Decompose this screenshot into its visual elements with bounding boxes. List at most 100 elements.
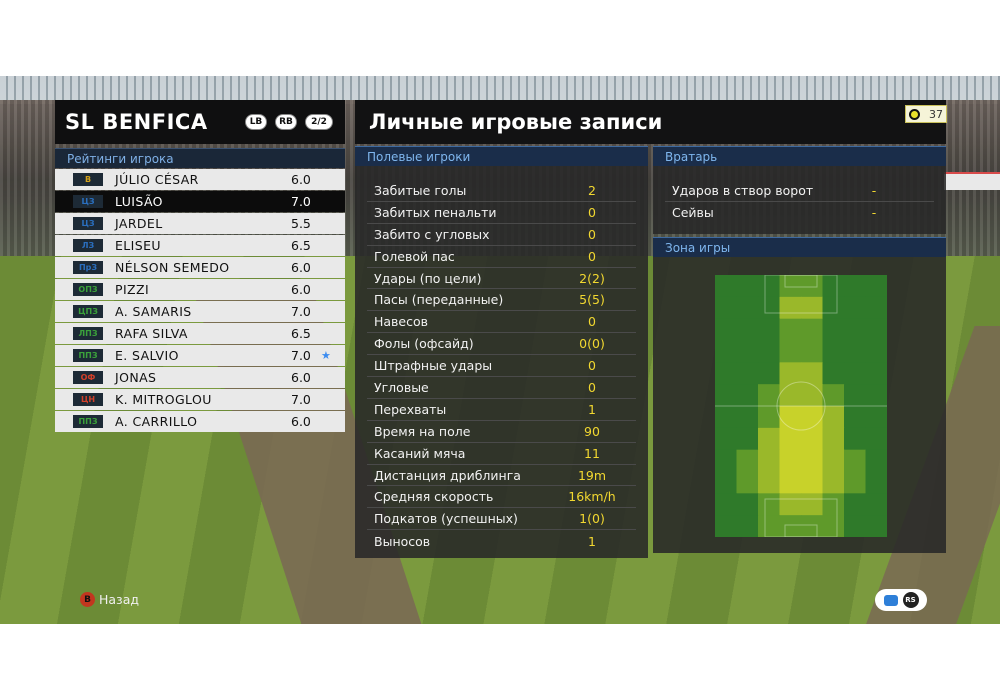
stat-row: Выносов 1: [367, 530, 636, 552]
position-badge: В: [73, 173, 103, 186]
player-rating: 7.0: [291, 304, 311, 319]
heatmap-cell: [865, 427, 887, 451]
player-rating: 7.0: [291, 392, 311, 407]
heatmap-cell: [779, 275, 802, 298]
stat-row: Забито с угловых 0: [367, 224, 636, 246]
position-badge: ПрЗ: [73, 261, 103, 274]
player-row[interactable]: ППЗ E. SALVIO 7.0 ★: [55, 345, 345, 366]
heatmap-cell: [844, 493, 866, 516]
position-badge: ППЗ: [73, 415, 103, 428]
player-row[interactable]: ЦН K. MITROGLOU 7.0: [55, 389, 345, 410]
rb-button[interactable]: RB: [275, 114, 297, 130]
stat-label: Фолы (офсайд): [374, 336, 474, 352]
player-row[interactable]: В JÚLIO CÉSAR 6.0: [55, 169, 345, 190]
chat-icon[interactable]: [883, 594, 898, 606]
lb-button[interactable]: LB: [245, 114, 267, 130]
stat-value: 16km/h: [568, 489, 616, 505]
heatmap-cell: [822, 406, 845, 429]
stat-label: Касаний мяча: [374, 445, 466, 461]
player-row[interactable]: ППЗ A. CARRILLO 6.0: [55, 411, 345, 432]
stat-value: 0: [588, 314, 596, 330]
heatmap-cell: [865, 449, 887, 472]
heatmap-cell: [865, 493, 887, 516]
heatmap-cell: [779, 340, 802, 363]
heatmap-cell: [758, 296, 780, 320]
heatmap-cell: [715, 449, 737, 472]
player-row[interactable]: ЛПЗ RAFA SILVA 6.5: [55, 323, 345, 344]
page-indicator: 2/2: [305, 114, 333, 130]
player-row[interactable]: ЦЗ JARDEL 5.5: [55, 213, 345, 234]
heatmap-cell: [758, 406, 780, 429]
stat-label: Штрафные удары: [374, 358, 493, 374]
stat-row: Ударов в створ ворот -: [665, 180, 934, 202]
stat-value: 0: [588, 379, 596, 395]
players-section-title: Рейтинги игрока: [55, 148, 345, 168]
player-row[interactable]: ПрЗ NÉLSON SEMEDO 6.0: [55, 257, 345, 278]
heatmap-cell: [844, 318, 866, 341]
heatmap-cell: [736, 318, 759, 341]
heatmap-cell: [801, 471, 823, 494]
player-name: ELISEU: [115, 238, 161, 253]
stat-label: Выносов: [374, 533, 431, 549]
back-label: Назад: [99, 592, 140, 607]
heatmap-cell: [715, 340, 737, 363]
stat-value: 0: [588, 248, 596, 264]
stat-row: Касаний мяча 11: [367, 443, 636, 465]
heatmap-cell: [758, 384, 780, 407]
heatmap-cell: [822, 362, 845, 385]
player-row[interactable]: ОПЗ PIZZI 6.0: [55, 279, 345, 300]
stat-label: Угловые: [374, 379, 429, 395]
heatmap-cell: [801, 275, 823, 298]
player-name: E. SALVIO: [115, 348, 179, 363]
heatmap-cell: [758, 515, 780, 537]
stat-value: 0: [588, 204, 596, 220]
stat-row: Удары (по цели) 2(2): [367, 268, 636, 290]
position-badge: ЦН: [73, 393, 103, 406]
stat-label: Пасы (переданные): [374, 292, 504, 308]
stat-value: 90: [584, 423, 600, 439]
player-rating: 6.0: [291, 172, 311, 187]
heatmap-cell: [758, 427, 780, 451]
player-row[interactable]: ЦПЗ A. SAMARIS 7.0: [55, 301, 345, 322]
position-badge: ЦЗ: [73, 195, 103, 208]
stat-value: -: [871, 205, 877, 221]
player-rating: 7.0: [291, 348, 311, 363]
heatmap-cell: [822, 275, 845, 298]
goal-area-top: [784, 275, 818, 288]
stat-row: Перехваты 1: [367, 399, 636, 421]
heatmap-cell: [865, 318, 887, 341]
player-rating: 5.5: [291, 216, 311, 231]
heatmap-cell: [715, 493, 737, 516]
player-row[interactable]: ЛЗ ELISEU 6.5: [55, 235, 345, 256]
heatmap-cell: [801, 296, 823, 320]
heatmap-cell: [844, 449, 866, 472]
heatmap-cell: [844, 296, 866, 320]
stat-label: Ударов в створ ворот: [672, 182, 814, 198]
player-list: В JÚLIO CÉSAR 6.0 ЦЗ LUISÃO 7.0 ЦЗ JARDEL 5.5 ЛЗ E…: [55, 169, 345, 432]
stat-row: Угловые 0: [367, 377, 636, 399]
main-header: Личные игровые записи 37: [355, 100, 947, 144]
stat-value: 19m: [577, 467, 607, 483]
stat-row: Дистанция дриблинга 19m: [367, 465, 636, 487]
player-name: PIZZI: [115, 282, 150, 297]
heatmap-cell: [865, 515, 887, 537]
heatmap: [715, 275, 887, 537]
stat-label: Перехваты: [374, 401, 447, 417]
heatmap-cell: [736, 493, 759, 516]
heatmap-cell: [758, 471, 780, 494]
player-row[interactable]: ЦЗ LUISÃO 7.0: [55, 191, 345, 212]
back-hint[interactable]: B Назад: [80, 592, 139, 607]
player-name: NÉLSON SEMEDO: [115, 260, 230, 275]
right-hints[interactable]: RS: [875, 589, 927, 611]
heatmap-cell: [736, 340, 759, 363]
stat-value: 5(5): [579, 292, 605, 308]
player-row[interactable]: ОФ JONAS 6.0: [55, 367, 345, 388]
heatmap-cell: [779, 493, 802, 516]
stat-value: 0: [588, 358, 596, 374]
heatmap-cell: [715, 384, 737, 407]
stat-value: 2: [588, 182, 596, 198]
rs-button-icon[interactable]: RS: [902, 592, 919, 608]
heatmap-cell: [715, 515, 737, 537]
heatmap-cell: [844, 427, 866, 451]
stat-label: Удары (по цели): [374, 270, 482, 286]
